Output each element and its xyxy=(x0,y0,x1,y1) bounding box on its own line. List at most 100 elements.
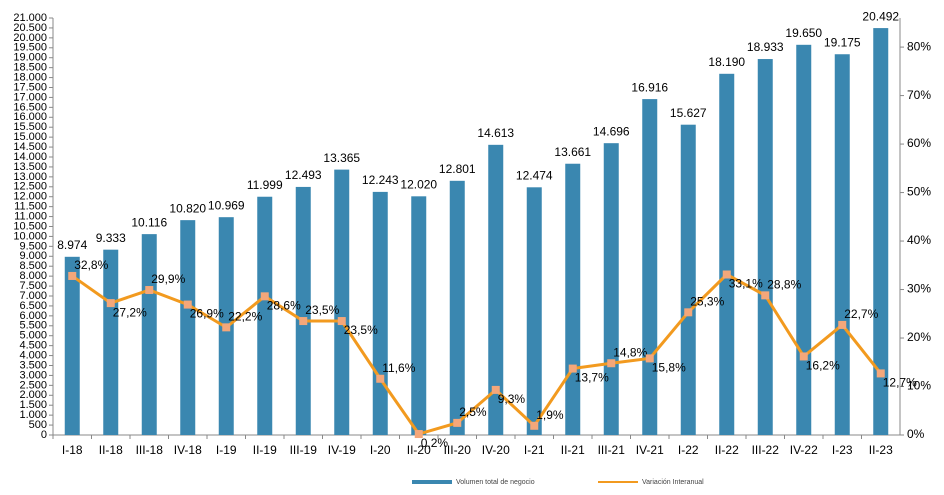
bar xyxy=(334,169,350,435)
line-label: 29,9% xyxy=(151,272,185,286)
y-tick-label: 0 xyxy=(41,429,47,441)
bar-label: 16.916 xyxy=(631,80,668,94)
x-tick-label: III-18 xyxy=(136,443,164,457)
bar-label: 19.650 xyxy=(785,26,822,40)
x-tick-label: I-19 xyxy=(216,443,237,457)
bar-label: 9.333 xyxy=(96,231,126,245)
line-label: 25,3% xyxy=(690,294,724,308)
y-tick-label: 12.500 xyxy=(13,181,47,193)
y2-tick-label: 80% xyxy=(907,39,931,53)
y2-tick-label: 70% xyxy=(907,88,931,102)
bar xyxy=(603,143,619,435)
line-label: 12,7% xyxy=(883,376,917,390)
line-marker xyxy=(453,418,462,427)
bar xyxy=(372,191,388,435)
line-label: 15,8% xyxy=(652,361,686,375)
bar-label: 14.613 xyxy=(477,126,514,140)
line-label: 23,5% xyxy=(305,303,339,317)
line-marker xyxy=(799,352,808,361)
bar-label: 12.243 xyxy=(362,173,399,187)
x-tick-label: II-23 xyxy=(869,443,893,457)
y-tick-label: 2.500 xyxy=(19,379,47,391)
line-marker xyxy=(337,317,346,326)
bar-label: 10.116 xyxy=(131,215,167,229)
bar-label: 15.627 xyxy=(670,106,707,120)
y-tick-label: 20.500 xyxy=(13,22,47,34)
line-label: 28,8% xyxy=(767,278,801,292)
bar xyxy=(257,196,273,435)
line-marker xyxy=(299,317,308,326)
line-marker xyxy=(260,292,269,301)
y-tick-label: 19.500 xyxy=(13,42,47,54)
line-label: 26,9% xyxy=(190,307,224,321)
x-tick-label: III-20 xyxy=(444,443,472,457)
bar xyxy=(796,44,812,436)
line-marker xyxy=(568,364,577,373)
line-label: 27,2% xyxy=(113,305,147,319)
line-marker xyxy=(222,323,231,332)
y-tick-label: 5.500 xyxy=(19,320,47,332)
y2-tick-label: 30% xyxy=(907,282,931,296)
y2-tick-label: 50% xyxy=(907,185,931,199)
y-tick-label: 7.000 xyxy=(19,290,47,302)
line-label: 0,2% xyxy=(421,436,449,450)
bar xyxy=(873,28,889,435)
y-tick-label: 11.000 xyxy=(14,210,47,222)
x-tick-label: IV-20 xyxy=(482,443,510,457)
bar-label: 12.493 xyxy=(285,168,322,182)
bar-label: 19.175 xyxy=(824,35,861,49)
x-tick-label: I-20 xyxy=(370,443,391,457)
y-tick-label: 13.000 xyxy=(13,171,47,183)
line-marker xyxy=(183,300,192,309)
y-tick-label: 6.500 xyxy=(19,300,47,312)
x-tick-label: I-18 xyxy=(62,443,83,457)
x-tick-label: III-22 xyxy=(752,443,780,457)
x-tick-label: I-21 xyxy=(524,443,545,457)
line-label: 22,7% xyxy=(844,307,878,321)
line-label: 1,9% xyxy=(536,408,564,422)
y-tick-label: 500 xyxy=(29,419,47,431)
y-tick-label: 17.500 xyxy=(13,81,47,93)
bar-label: 13.365 xyxy=(323,151,360,165)
y-tick-label: 3.500 xyxy=(19,359,47,371)
x-tick-label: II-22 xyxy=(715,443,739,457)
legend-label: Variación Interanual xyxy=(642,479,704,486)
bar-label: 12.474 xyxy=(516,168,553,182)
x-tick-label: IV-19 xyxy=(328,443,356,457)
y-tick-label: 1.500 xyxy=(19,399,47,411)
x-tick-label: IV-18 xyxy=(174,443,202,457)
line-label: 2,5% xyxy=(459,405,487,419)
y-tick-label: 11.500 xyxy=(14,201,47,213)
y-tick-label: 16.000 xyxy=(13,111,47,123)
y-tick-label: 6.000 xyxy=(19,310,47,322)
bar xyxy=(449,180,465,435)
y-tick-label: 15.000 xyxy=(13,131,47,143)
legend-label: Volumen total de negocio xyxy=(456,479,535,486)
bar xyxy=(680,124,696,435)
y-tick-label: 9.500 xyxy=(19,240,47,252)
line-marker xyxy=(414,430,423,439)
y-tick-label: 4.500 xyxy=(19,340,47,352)
bar xyxy=(834,54,850,435)
line-marker xyxy=(838,320,847,329)
legend-swatch xyxy=(412,480,452,484)
bar-label: 13.661 xyxy=(554,145,591,159)
x-tick-label: III-19 xyxy=(290,443,318,457)
bar xyxy=(180,220,196,435)
bar-label: 12.020 xyxy=(400,177,437,191)
y2-tick-label: 20% xyxy=(907,330,931,344)
y-tick-label: 14.000 xyxy=(13,151,47,163)
line-label: 23,5% xyxy=(344,323,378,337)
bar xyxy=(565,163,581,435)
y-tick-label: 9.000 xyxy=(19,250,47,262)
line-label: 14,8% xyxy=(613,345,647,359)
y-tick-label: 5.000 xyxy=(19,330,47,342)
y-tick-label: 15.500 xyxy=(13,121,47,133)
line-marker xyxy=(106,299,115,308)
y2-tick-label: 60% xyxy=(907,136,931,150)
y-tick-label: 18.500 xyxy=(13,62,47,74)
line-marker xyxy=(607,359,616,368)
bar xyxy=(488,144,504,435)
line-label: 13,7% xyxy=(575,371,609,385)
